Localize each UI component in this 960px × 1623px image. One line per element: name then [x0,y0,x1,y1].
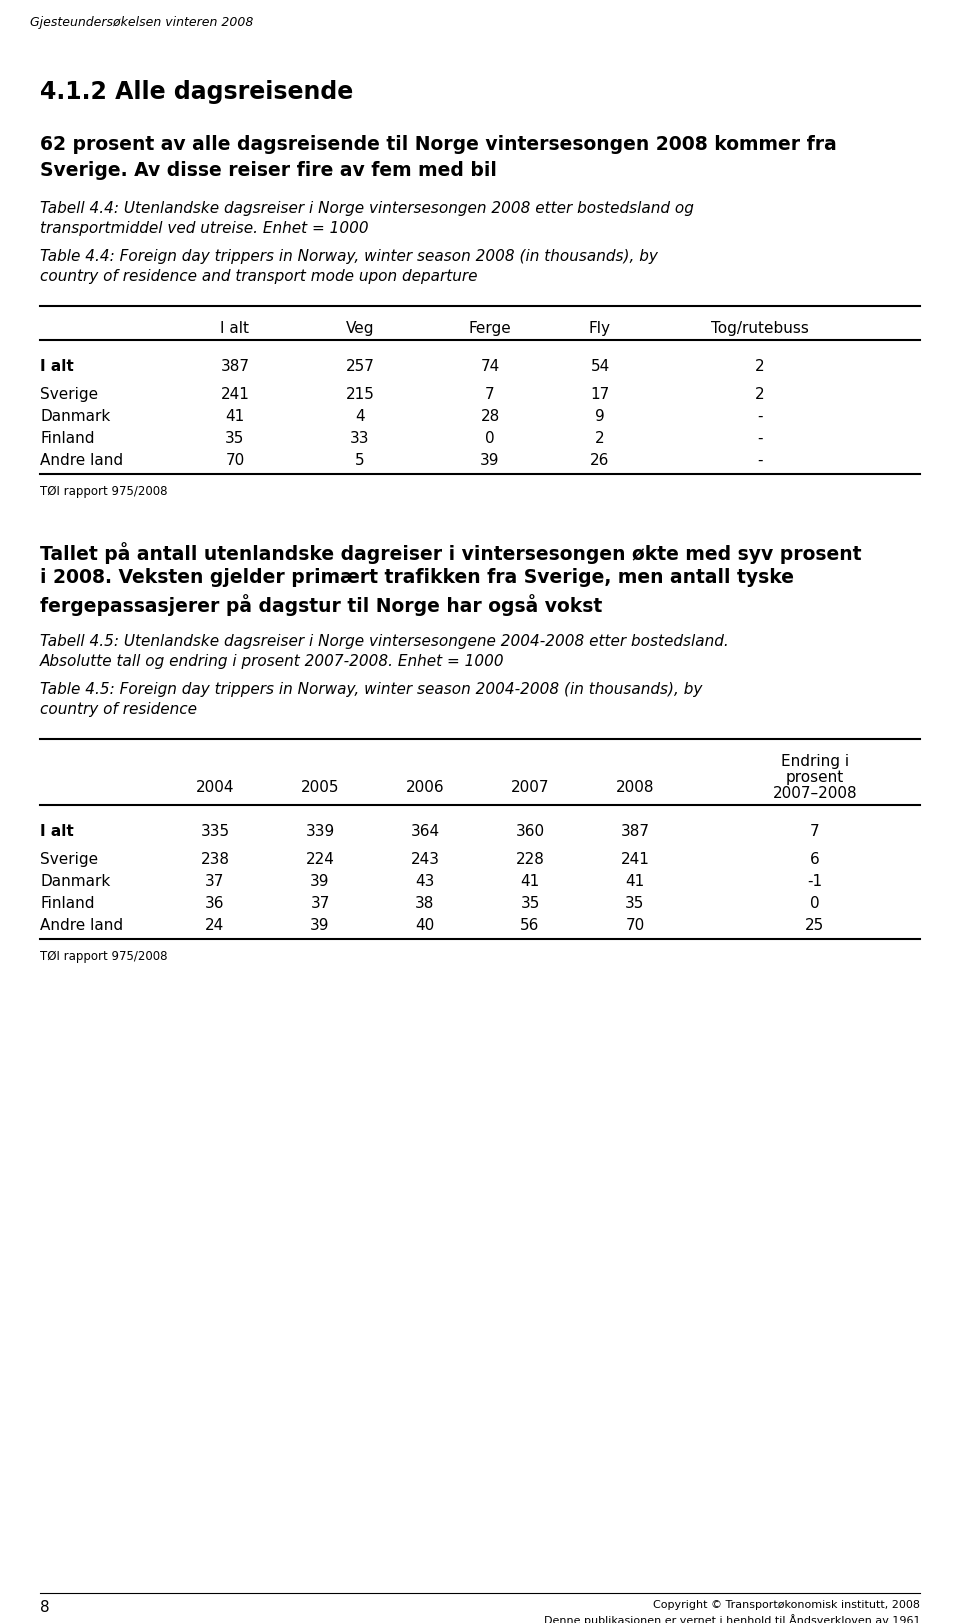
Text: -1: -1 [807,873,823,888]
Text: country of residence: country of residence [40,701,197,717]
Text: 39: 39 [310,917,329,933]
Text: Denne publikasjonen er vernet i henhold til Åndsverkloven av 1961: Denne publikasjonen er vernet i henhold … [543,1613,920,1623]
Text: 56: 56 [520,917,540,933]
Text: Table 4.4: Foreign day trippers in Norway, winter season 2008 (in thousands), by: Table 4.4: Foreign day trippers in Norwa… [40,248,658,265]
Text: TØI rapport 975/2008: TØI rapport 975/2008 [40,949,167,962]
Text: 35: 35 [625,896,645,911]
Text: 387: 387 [620,823,650,839]
Text: I alt: I alt [40,823,74,839]
Text: 241: 241 [221,386,250,403]
Text: 2: 2 [756,359,765,373]
Text: 228: 228 [516,852,544,867]
Text: 25: 25 [805,917,825,933]
Text: 36: 36 [205,896,225,911]
Text: Ferge: Ferge [468,321,512,336]
Text: 241: 241 [620,852,649,867]
Text: Finland: Finland [40,430,94,446]
Text: Sverige: Sverige [40,852,98,867]
Text: 70: 70 [226,453,245,467]
Text: Andre land: Andre land [40,453,123,467]
Text: 7: 7 [485,386,494,403]
Text: Tog/rutebuss: Tog/rutebuss [711,321,809,336]
Text: 4.1.2 Alle dagsreisende: 4.1.2 Alle dagsreisende [40,80,353,104]
Text: Sverige: Sverige [40,386,98,403]
Text: 6: 6 [810,852,820,867]
Text: I alt: I alt [221,321,250,336]
Text: prosent: prosent [786,769,844,784]
Text: 17: 17 [590,386,610,403]
Text: Sverige. Av disse reiser fire av fem med bil: Sverige. Av disse reiser fire av fem med… [40,161,497,180]
Text: 335: 335 [201,823,229,839]
Text: 238: 238 [201,852,229,867]
Text: 39: 39 [310,873,329,888]
Text: 70: 70 [625,917,644,933]
Text: 9: 9 [595,409,605,424]
Text: 35: 35 [226,430,245,446]
Text: 37: 37 [205,873,225,888]
Text: 28: 28 [480,409,499,424]
Text: Danmark: Danmark [40,873,110,888]
Text: transportmiddel ved utreise. Enhet = 1000: transportmiddel ved utreise. Enhet = 100… [40,221,369,235]
Text: 2: 2 [595,430,605,446]
Text: -: - [757,409,763,424]
Text: 0: 0 [485,430,494,446]
Text: Veg: Veg [346,321,374,336]
Text: 2008: 2008 [615,779,655,795]
Text: 360: 360 [516,823,544,839]
Text: -: - [757,453,763,467]
Text: 35: 35 [520,896,540,911]
Text: TØI rapport 975/2008: TØI rapport 975/2008 [40,485,167,498]
Text: 7: 7 [810,823,820,839]
Text: 40: 40 [416,917,435,933]
Text: 2004: 2004 [196,779,234,795]
Text: 74: 74 [480,359,499,373]
Text: 2006: 2006 [406,779,444,795]
Text: 215: 215 [346,386,374,403]
Text: I alt: I alt [40,359,74,373]
Text: 2007: 2007 [511,779,549,795]
Text: 224: 224 [305,852,334,867]
Text: 41: 41 [520,873,540,888]
Text: Finland: Finland [40,896,94,911]
Text: 26: 26 [590,453,610,467]
Text: 2: 2 [756,386,765,403]
Text: Gjesteundersøkelsen vinteren 2008: Gjesteundersøkelsen vinteren 2008 [30,16,253,29]
Text: 257: 257 [346,359,374,373]
Text: Endring i: Endring i [780,753,849,769]
Text: Table 4.5: Foreign day trippers in Norway, winter season 2004-2008 (in thousands: Table 4.5: Foreign day trippers in Norwa… [40,682,703,696]
Text: Absolutte tall og endring i prosent 2007-2008. Enhet = 1000: Absolutte tall og endring i prosent 2007… [40,654,505,669]
Text: 387: 387 [221,359,250,373]
Text: fergepassasjerer på dagstur til Norge har også vokst: fergepassasjerer på dagstur til Norge ha… [40,594,602,615]
Text: i 2008. Veksten gjelder primært trafikken fra Sverige, men antall tyske: i 2008. Veksten gjelder primært trafikke… [40,568,794,586]
Text: 4: 4 [355,409,365,424]
Text: 2007–2008: 2007–2008 [773,786,857,800]
Text: Tabell 4.4: Utenlandske dagsreiser i Norge vintersesongen 2008 etter bostedsland: Tabell 4.4: Utenlandske dagsreiser i Nor… [40,201,694,216]
Text: 41: 41 [226,409,245,424]
Text: 54: 54 [590,359,610,373]
Text: Tallet på antall utenlandske dagreiser i vintersesongen økte med syv prosent: Tallet på antall utenlandske dagreiser i… [40,542,861,563]
Text: 39: 39 [480,453,500,467]
Text: Fly: Fly [589,321,611,336]
Text: 37: 37 [310,896,329,911]
Text: Andre land: Andre land [40,917,123,933]
Text: country of residence and transport mode upon departure: country of residence and transport mode … [40,269,477,284]
Text: 243: 243 [411,852,440,867]
Text: 364: 364 [411,823,440,839]
Text: 0: 0 [810,896,820,911]
Text: 24: 24 [205,917,225,933]
Text: 2005: 2005 [300,779,339,795]
Text: 33: 33 [350,430,370,446]
Text: Tabell 4.5: Utenlandske dagsreiser i Norge vintersesongene 2004-2008 etter boste: Tabell 4.5: Utenlandske dagsreiser i Nor… [40,633,729,649]
Text: Copyright © Transportøkonomisk institutt, 2008: Copyright © Transportøkonomisk institutt… [653,1599,920,1608]
Text: 5: 5 [355,453,365,467]
Text: 41: 41 [625,873,644,888]
Text: 8: 8 [40,1599,50,1613]
Text: Danmark: Danmark [40,409,110,424]
Text: 339: 339 [305,823,335,839]
Text: 38: 38 [416,896,435,911]
Text: 43: 43 [416,873,435,888]
Text: 62 prosent av alle dagsreisende til Norge vintersesongen 2008 kommer fra: 62 prosent av alle dagsreisende til Norg… [40,135,837,154]
Text: -: - [757,430,763,446]
